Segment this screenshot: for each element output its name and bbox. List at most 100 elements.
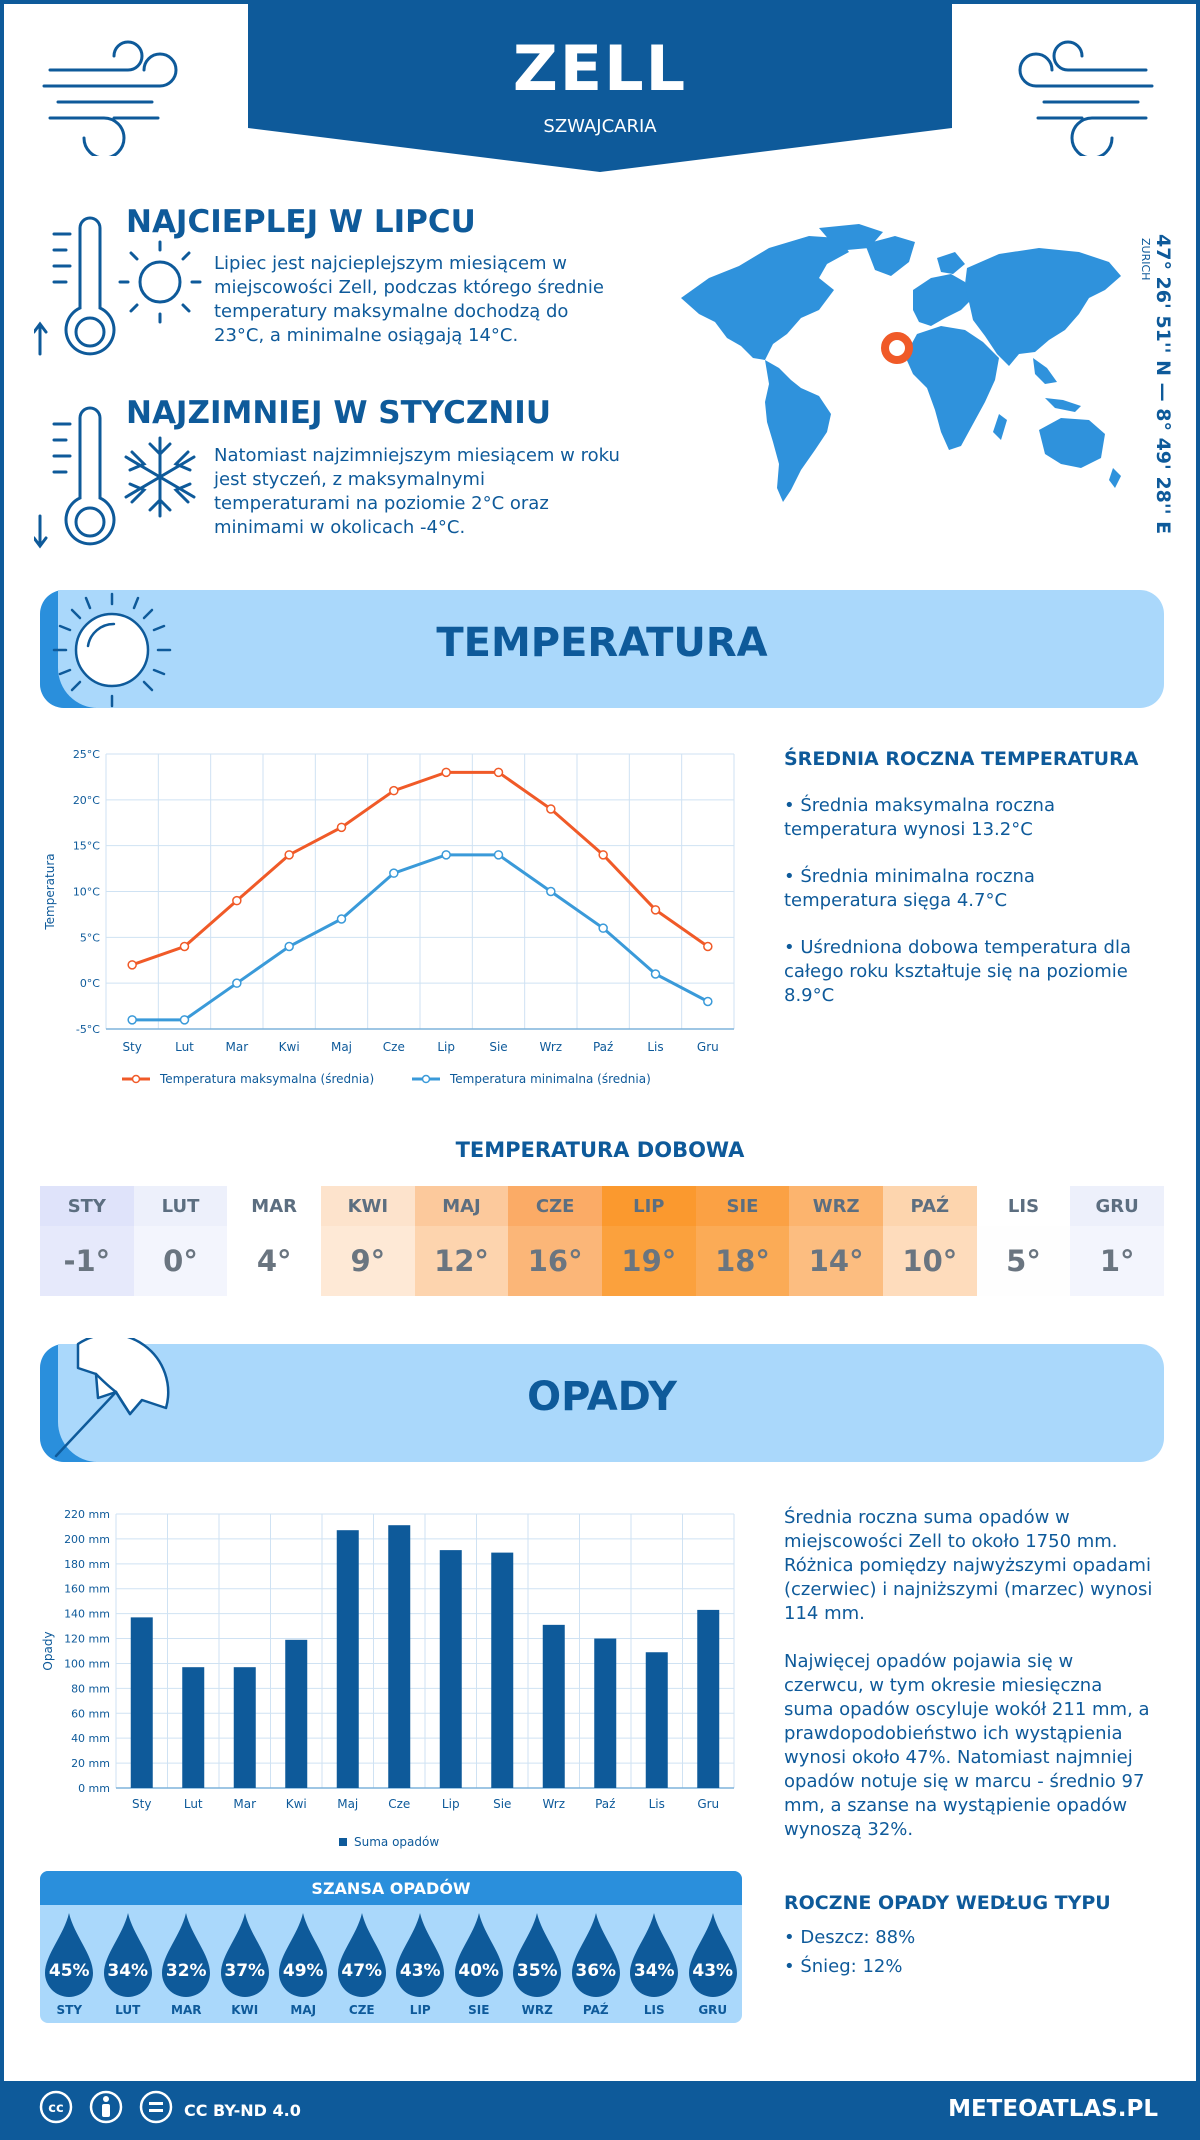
daily-temperature-table: STY -1° LUT 0° MAR 4° KWI 9° MAJ 12° CZE 16° LIP 19° S… <box>40 1186 1164 1296</box>
daily-temperature-value: 0° <box>133 1226 228 1296</box>
daily-temperature-cell: MAR 4° <box>227 1186 321 1296</box>
x-tick-label: Cze <box>388 1797 410 1811</box>
daily-temperature-cell: SIE 18° <box>695 1186 790 1296</box>
daily-month-label: LIP <box>601 1186 696 1226</box>
daily-temperature-value: 12° <box>414 1226 509 1296</box>
daily-month-label: SIE <box>695 1186 790 1226</box>
data-point <box>598 923 608 933</box>
x-tick-label: Lut <box>184 1797 203 1811</box>
data-point <box>389 868 399 878</box>
location-marker <box>881 332 913 364</box>
x-tick-label: Sty <box>122 1040 141 1054</box>
raindrop-icon <box>571 1913 620 1997</box>
precipitation-bar <box>233 1667 256 1788</box>
rain-chance-value: 40% <box>458 1961 500 1981</box>
rain-chance-month: SIE <box>468 2003 490 2017</box>
y-tick-label: 25°C <box>73 748 100 761</box>
rain-chance-item: 37% KWI <box>216 1905 275 2023</box>
attribution-icon <box>89 2090 123 2124</box>
y-tick-label: 80 mm <box>71 1682 110 1695</box>
x-tick-label: Lis <box>649 1797 665 1811</box>
svg-text:cc: cc <box>48 2101 63 2116</box>
precipitation-type-snow: • Śnieg: 12% <box>784 1956 903 1977</box>
rain-chance-item: 43% LIP <box>391 1905 450 2023</box>
daily-temperature-value: 5° <box>976 1226 1071 1296</box>
rain-chance-item: 34% LIS <box>625 1905 684 2023</box>
daily-temperature-value: 18° <box>695 1226 790 1296</box>
data-point <box>546 804 556 814</box>
y-axis-label: Temperatura <box>43 853 57 930</box>
precipitation-bar <box>130 1617 153 1788</box>
title-banner: ZELL SZWAJCARIA <box>248 4 952 172</box>
daily-month-label: GRU <box>1070 1186 1164 1226</box>
y-tick-label: -5°C <box>76 1023 100 1036</box>
rain-chance-grid: 45% STY 34% LUT 32% MAR 37% KWI 49% MAJ 47% CZE 43% L… <box>40 1905 742 2023</box>
precipitation-detail: Najwięcej opadów pojawia się w czerwcu, … <box>784 1651 1150 1840</box>
raindrop-icon <box>454 1913 503 1997</box>
license-label: CC BY-ND 4.0 <box>184 2101 301 2120</box>
x-tick-label: Mar <box>226 1040 249 1054</box>
country-name: SZWAJCARIA <box>543 116 657 137</box>
data-point <box>232 978 242 988</box>
y-tick-label: 20°C <box>73 794 100 807</box>
rain-chance-month: CZE <box>348 2003 375 2017</box>
rain-chance-month: STY <box>56 2003 83 2017</box>
precipitation-bar <box>388 1525 411 1788</box>
y-tick-label: 120 mm <box>64 1633 110 1646</box>
daily-month-label: CZE <box>508 1186 602 1226</box>
y-tick-label: 5°C <box>80 931 100 944</box>
x-tick-label: Lis <box>647 1040 663 1054</box>
sun-icon <box>52 592 172 708</box>
data-point <box>336 822 347 833</box>
rain-chance-value: 49% <box>282 1961 324 1981</box>
daily-month-label: MAR <box>227 1186 321 1226</box>
precipitation-bar <box>182 1667 205 1788</box>
daily-temperature-cell: KWI 9° <box>320 1186 415 1296</box>
site-link[interactable]: METEOATLAS.PL <box>948 2096 1158 2122</box>
annual-temperature-avg: • Uśredniona dobowa temperatura dla całe… <box>784 937 1132 1006</box>
y-tick-label: 220 mm <box>64 1508 110 1521</box>
data-point <box>127 1015 137 1025</box>
x-tick-label: Cze <box>383 1040 405 1054</box>
series-line <box>132 853 709 1022</box>
rain-chance-value: 43% <box>692 1961 734 1981</box>
raindrop-icon <box>396 1913 444 1997</box>
rain-chance-title: SZANSA OPADÓW <box>40 1871 742 1905</box>
daily-temperature-cell: LIP 19° <box>601 1186 696 1296</box>
data-point <box>179 941 190 952</box>
x-tick-label: Gru <box>697 1797 719 1811</box>
rain-chance-month: LIS <box>643 2003 665 2017</box>
rain-chance-item: 32% MAR <box>157 1905 216 2023</box>
wind-icon <box>1018 40 1154 156</box>
precipitation-summary: Średnia roczna suma opadów w miejscowośc… <box>784 1507 1153 1624</box>
x-tick-label: Kwi <box>279 1040 300 1054</box>
y-tick-label: 100 mm <box>64 1657 110 1670</box>
x-tick-label: Wrz <box>540 1040 563 1054</box>
raindrop-icon <box>162 1913 210 1997</box>
rain-chance-month: WRZ <box>521 2003 553 2017</box>
data-point <box>232 895 242 906</box>
x-tick-label: Lut <box>175 1040 194 1054</box>
rain-chance-value: 34% <box>107 1961 149 1981</box>
y-tick-label: 60 mm <box>71 1707 110 1720</box>
x-tick-label: Maj <box>337 1797 358 1811</box>
data-point <box>703 941 713 952</box>
warmest-title: NAJCIEPLEJ W LIPCU <box>126 204 476 240</box>
rain-chance-item: 34% LUT <box>99 1905 158 2023</box>
data-point <box>389 785 399 796</box>
rain-chance-item: 43% GRU <box>684 1905 743 2023</box>
precipitation-bar <box>697 1609 720 1788</box>
precipitation-bar <box>645 1652 668 1788</box>
precipitation-types-title: ROCZNE OPADY WEDŁUG TYPU <box>784 1892 1111 1914</box>
daily-temperature-cell: PAŹ 10° <box>882 1186 977 1296</box>
y-tick-label: 160 mm <box>64 1583 110 1596</box>
rain-chance-item: 45% STY <box>40 1905 99 2023</box>
coordinates: 47° 26' 51'' N — 8° 49' 28'' E <box>1152 234 1174 535</box>
daily-temperature-cell: LIS 5° <box>976 1186 1071 1296</box>
daily-temperature-value: 9° <box>320 1226 415 1296</box>
data-point <box>284 850 294 860</box>
y-tick-label: 180 mm <box>64 1558 110 1571</box>
data-point <box>441 767 451 778</box>
data-point <box>284 941 294 952</box>
rain-chance-value: 34% <box>633 1961 675 1981</box>
